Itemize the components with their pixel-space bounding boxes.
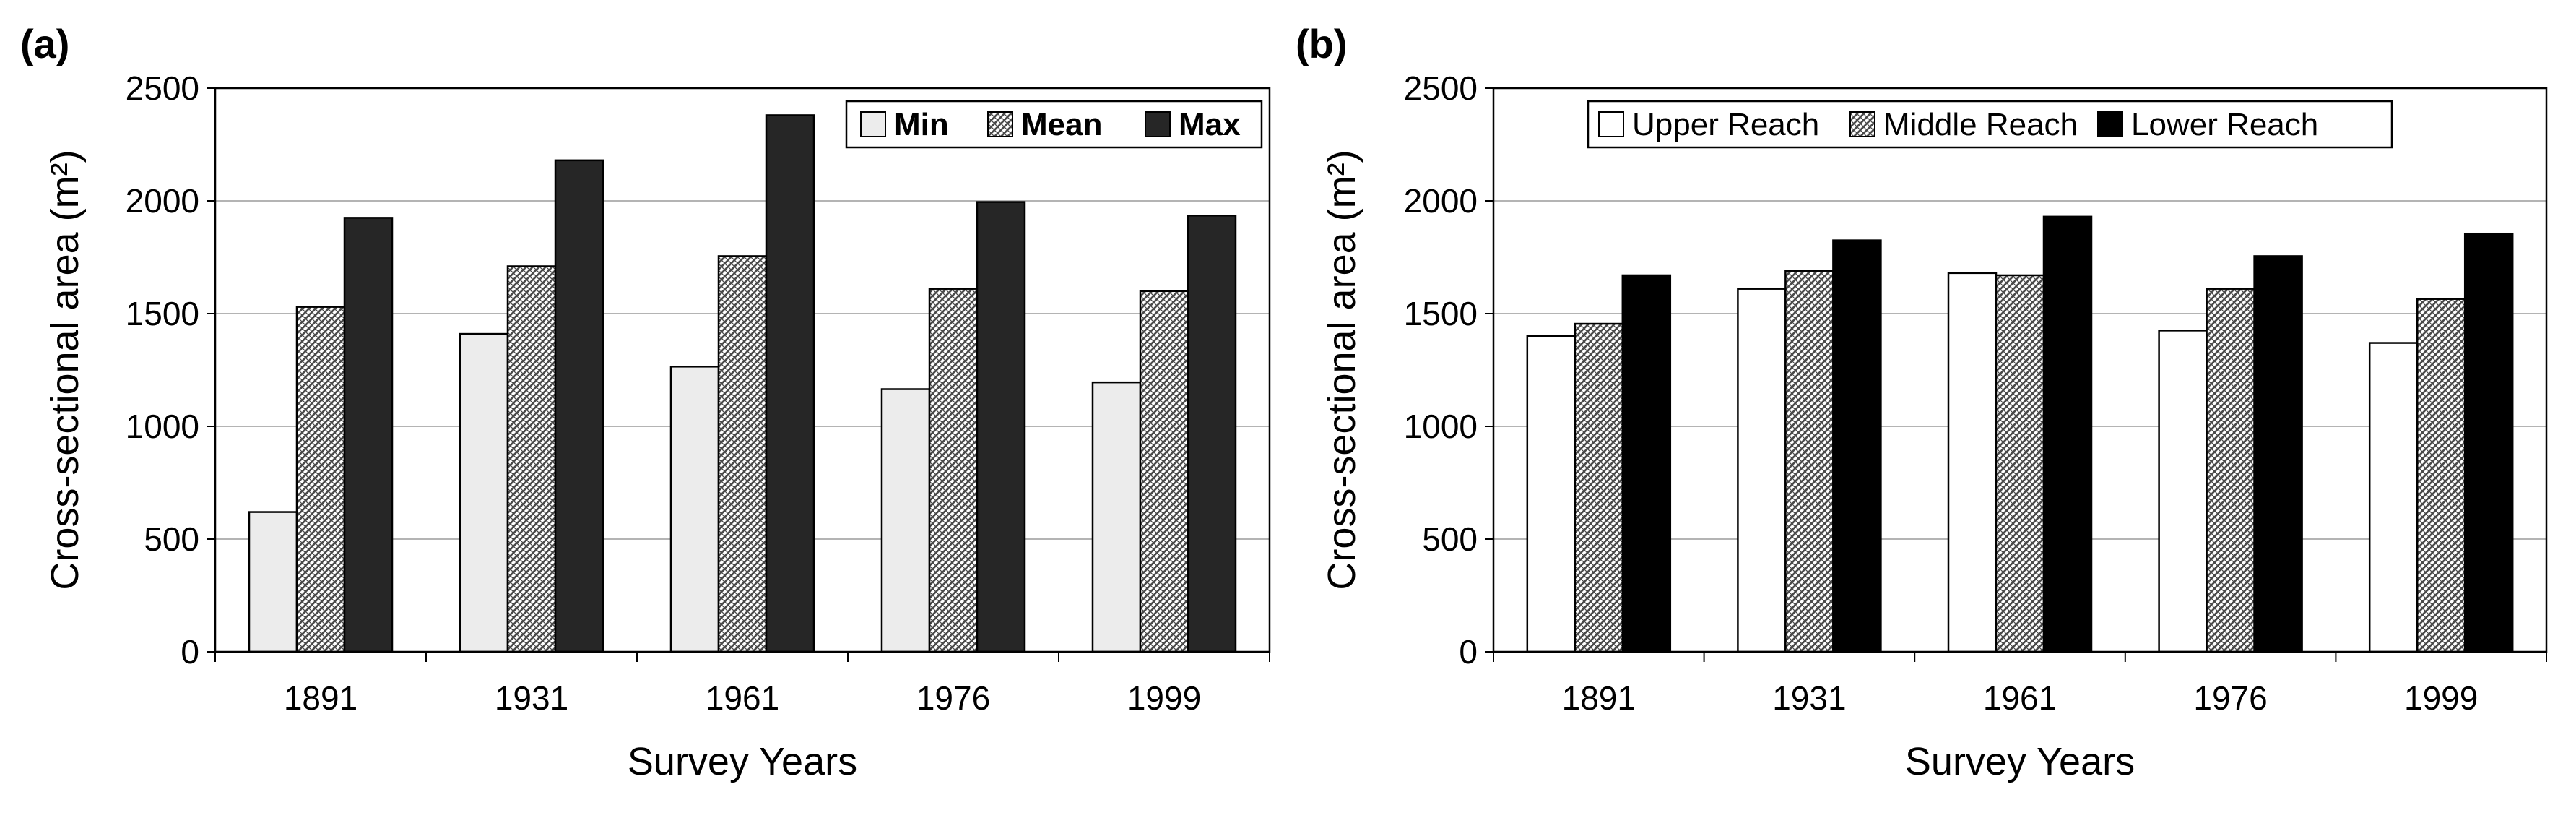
chart-b-x-tick-label: 1961 bbox=[1983, 679, 2057, 717]
chart-b-bar-upper-reach-1961 bbox=[1947, 272, 1998, 653]
chart-b-plot-frame bbox=[1492, 87, 2548, 653]
chart-b-bar-middle-reach-1891 bbox=[1574, 322, 1624, 653]
chart-a-x-tick-label: 1999 bbox=[1127, 679, 1201, 717]
chart-a-bar-min-1999 bbox=[1091, 381, 1142, 653]
chart-b-legend-box bbox=[1587, 100, 2393, 149]
chart-b-x-tick-label: 1891 bbox=[1562, 679, 1636, 717]
chart-b-y-tick-label: 2500 bbox=[1404, 69, 1478, 107]
chart-a-y-tick-label: 1500 bbox=[126, 295, 199, 332]
chart-a-legend-box bbox=[845, 100, 1263, 149]
chart-b-y-tick-label: 1000 bbox=[1404, 408, 1478, 445]
chart-a-bar-mean-1891 bbox=[295, 306, 346, 653]
chart-b-y-axis-title: Cross-sectional area (m²) bbox=[1320, 150, 1363, 590]
chart-b-bar-lower-reach-1961 bbox=[2042, 215, 2093, 653]
chart-b-legend-swatch-upper-reach bbox=[1598, 111, 1624, 137]
chart-b-x-tick-label: 1999 bbox=[2404, 679, 2478, 717]
chart-a-legend-swatch-max bbox=[1145, 111, 1171, 137]
chart-a-bar-max-1999 bbox=[1187, 215, 1237, 653]
chart-a-x-tick-label: 1961 bbox=[706, 679, 779, 717]
chart-a-y-tick-label: 500 bbox=[144, 520, 199, 558]
chart-svg-b: (b) 0 500 1000 1500 2000 2500 1891 1931 1961 1976 1… bbox=[1296, 21, 2548, 783]
chart-a-bar-mean-1976 bbox=[928, 288, 979, 653]
chart-a-bar-max-1976 bbox=[976, 201, 1026, 653]
chart-a-x-tick-label: 1976 bbox=[916, 679, 990, 717]
chart-a-bar-mean-1999 bbox=[1139, 290, 1189, 653]
chart-a-y-tick-label: 2500 bbox=[126, 69, 199, 107]
chart-b-bar-middle-reach-1931 bbox=[1784, 270, 1834, 653]
chart-a-y-axis-title: Cross-sectional area (m²) bbox=[43, 150, 87, 590]
chart-a-x-tick-label: 1931 bbox=[495, 679, 568, 717]
chart-b-bar-upper-reach-1931 bbox=[1737, 288, 1787, 653]
chart-a-x-tick-label: 1891 bbox=[284, 679, 357, 717]
chart-a-bar-mean-1961 bbox=[717, 255, 768, 653]
chart-b-bar-lower-reach-1976 bbox=[2253, 255, 2303, 653]
chart-b-bar-middle-reach-1976 bbox=[2206, 288, 2255, 653]
chart-b-bar-upper-reach-1891 bbox=[1526, 335, 1577, 653]
chart-b-y-tick-label: 2000 bbox=[1404, 182, 1478, 220]
chart-b-legend-label-lower-reach: Lower Reach bbox=[2131, 107, 2318, 142]
chart-b-bar-middle-reach-1999 bbox=[2416, 298, 2466, 653]
chart-b-legend-label-middle-reach: Middle Reach bbox=[1883, 107, 2078, 142]
chart-b-bar-upper-reach-1976 bbox=[2158, 330, 2208, 653]
chart-b-bar-middle-reach-1961 bbox=[1995, 274, 2045, 653]
chart-b-legend-label-upper-reach: Upper Reach bbox=[1632, 107, 1819, 142]
chart-a-legend-label-max: Max bbox=[1179, 107, 1241, 142]
chart-a-legend-swatch-mean bbox=[987, 111, 1013, 137]
chart-b-bar-lower-reach-1999 bbox=[2463, 232, 2514, 653]
chart-a-panel-label: (a) bbox=[20, 21, 69, 66]
chart-a-bar-max-1891 bbox=[343, 217, 394, 653]
chart-panel-b: (b) 0 500 1000 1500 2000 2500 1891 1931 1961 1976 1… bbox=[1288, 0, 2576, 814]
chart-b-panel-label: (b) bbox=[1296, 21, 1348, 66]
chart-a-legend-swatch-min bbox=[860, 111, 886, 137]
chart-a-x-axis-title: Survey Years bbox=[628, 740, 857, 783]
chart-b-x-tick-label: 1976 bbox=[2193, 679, 2267, 717]
chart-a-y-tick-label: 2000 bbox=[126, 182, 199, 220]
chart-b-legend-swatch-lower-reach bbox=[2097, 111, 2123, 137]
chart-a-bar-min-1961 bbox=[669, 366, 720, 653]
chart-a-y-tick-label: 0 bbox=[181, 633, 199, 671]
chart-a-legend-label-min: Min bbox=[894, 107, 949, 142]
chart-b-y-tick-label: 1500 bbox=[1404, 295, 1478, 332]
chart-a-bar-max-1961 bbox=[765, 114, 815, 653]
chart-a-plot-frame bbox=[214, 87, 1271, 653]
chart-a-bar-min-1976 bbox=[880, 388, 931, 653]
chart-b-y-tick-label: 500 bbox=[1422, 520, 1478, 558]
chart-a-bar-mean-1931 bbox=[506, 265, 557, 653]
chart-b-x-axis-title: Survey Years bbox=[1905, 740, 2135, 783]
chart-a-legend-label-mean: Mean bbox=[1021, 107, 1102, 142]
chart-b-y-tick-label: 0 bbox=[1459, 633, 1478, 671]
chart-b-bar-lower-reach-1891 bbox=[1621, 274, 1672, 653]
chart-svg-a: (a) 0 500 1000 1500 2000 2500 1891 1931 1961 1976 1… bbox=[20, 21, 1271, 783]
chart-a-bar-min-1891 bbox=[248, 511, 298, 653]
chart-b-x-tick-label: 1931 bbox=[1772, 679, 1846, 717]
chart-b-legend-swatch-middle-reach bbox=[1849, 111, 1875, 137]
chart-a-y-tick-label: 1000 bbox=[126, 408, 199, 445]
chart-b-bar-upper-reach-1999 bbox=[2368, 342, 2419, 653]
chart-a-bar-max-1931 bbox=[554, 159, 604, 653]
chart-a-bar-min-1931 bbox=[459, 332, 509, 653]
chart-panel-a: (a) 0 500 1000 1500 2000 2500 1891 1931 1961 1976 1… bbox=[0, 0, 1288, 814]
chart-b-bar-lower-reach-1931 bbox=[1832, 239, 1882, 653]
